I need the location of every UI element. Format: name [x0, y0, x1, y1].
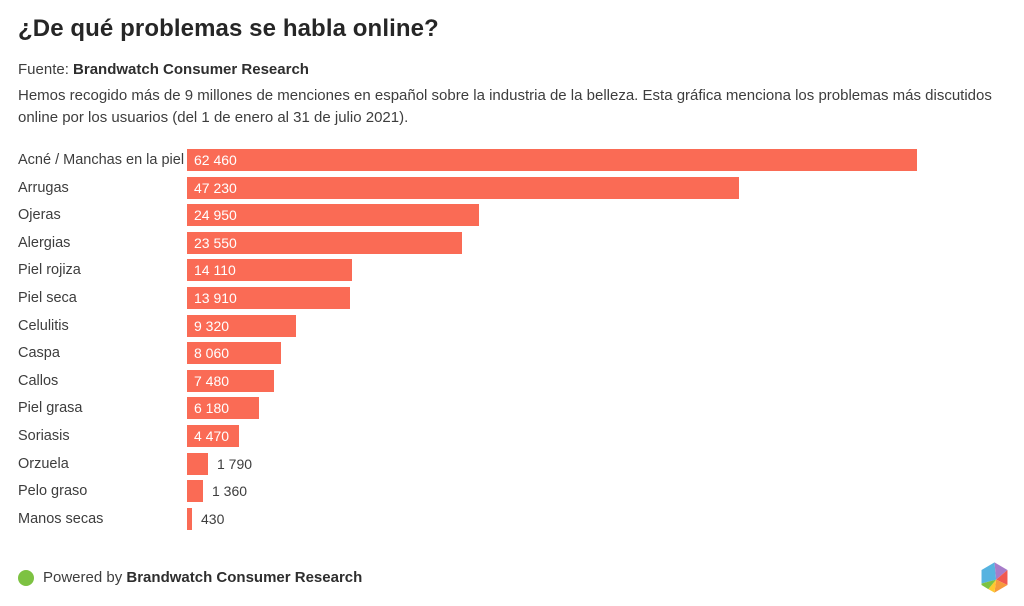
value-label: 24 950 [194, 207, 237, 224]
bar-track: 13 910 [187, 286, 1006, 309]
bar-track: 47 230 [187, 176, 1006, 199]
category-label: Piel rojiza [18, 262, 81, 279]
bar[interactable]: 47 230 [187, 176, 739, 199]
bar[interactable]: 6 180 [187, 397, 259, 420]
category-label: Orzuela [18, 455, 69, 472]
page-title: ¿De qué problemas se habla online? [18, 15, 439, 42]
chart-description: Hemos recogido más de 9 millones de menc… [18, 87, 992, 126]
bar-row: Caspa 8 060 [18, 342, 1006, 365]
bar-track: 4 470 [187, 424, 1006, 447]
bar-track: 8 060 [187, 342, 1006, 365]
source-name: Brandwatch Consumer Research [73, 61, 309, 78]
footer: Powered by Brandwatch Consumer Research [18, 562, 1008, 593]
value-label: 1 790 [217, 455, 253, 472]
bar-row: Alergias 23 550 [18, 231, 1006, 254]
bar-track: 14 110 [187, 259, 1006, 282]
value-label: 6 180 [194, 400, 230, 417]
category-label: Ojeras [18, 207, 61, 224]
bar-track: 23 550 [187, 231, 1006, 254]
source-prefix: Fuente: [18, 61, 69, 78]
value-label: 8 060 [194, 345, 230, 362]
bar-row: Manos secas 430 [18, 507, 1006, 530]
value-label: 4 470 [194, 427, 230, 444]
bar-track: 1 790 [187, 452, 1006, 475]
bar-track: 430 [187, 507, 1006, 530]
value-label: 1 360 [212, 483, 248, 500]
bar-row: Piel seca 13 910 [18, 286, 1006, 309]
bar-track: 7 480 [187, 369, 1006, 392]
category-label: Callos [18, 372, 59, 389]
value-label: 9 320 [194, 317, 230, 334]
bar[interactable]: 8 060 [187, 342, 281, 365]
bar-chart: Acné / Manchas en la piel 62 460 Arrugas 47… [18, 149, 1006, 530]
bar[interactable]: 4 470 [187, 424, 239, 447]
bar[interactable]: 14 110 [187, 259, 352, 282]
value-label: 62 460 [194, 152, 237, 168]
bar-row: Acné / Manchas en la piel 62 460 [18, 149, 1006, 171]
bar-row: Piel grasa 6 180 [18, 397, 1006, 420]
bar-row: Ojeras 24 950 [18, 204, 1006, 227]
source-line: Fuente: Brandwatch Consumer Research [18, 61, 1006, 78]
powered-by-prefix: Powered by [43, 569, 123, 586]
bar[interactable]: 13 910 [187, 286, 350, 309]
category-label: Arrugas [18, 179, 69, 196]
bar[interactable] [187, 452, 208, 475]
category-label: Celulitis [18, 317, 69, 334]
bar-row: Piel rojiza 14 110 [18, 259, 1006, 282]
bar-track: 24 950 [187, 204, 1006, 227]
green-dot-icon [18, 569, 34, 586]
category-label: Pelo graso [18, 483, 88, 500]
value-label: 7 480 [194, 372, 230, 389]
bar-row: Orzuela 1 790 [18, 452, 1006, 475]
category-label: Piel seca [18, 289, 77, 306]
category-label: Soriasis [18, 427, 70, 444]
value-label: 13 910 [194, 289, 237, 306]
powered-by: Powered by Brandwatch Consumer Research [18, 569, 362, 586]
value-label: 23 550 [194, 234, 237, 251]
bar-track: 1 360 [187, 480, 1006, 503]
bar[interactable]: 62 460 [187, 149, 917, 171]
bar-track: 62 460 [187, 149, 1006, 171]
bar[interactable] [187, 507, 192, 530]
powered-by-name: Brandwatch Consumer Research [126, 569, 363, 586]
bar-row: Arrugas 47 230 [18, 176, 1006, 199]
bar[interactable]: 7 480 [187, 369, 274, 392]
bar[interactable]: 23 550 [187, 231, 462, 254]
category-label: Acné / Manchas en la piel [18, 152, 185, 168]
bar-row: Callos 7 480 [18, 369, 1006, 392]
category-label: Alergias [18, 234, 71, 251]
bar[interactable]: 24 950 [187, 204, 479, 227]
bar-row: Soriasis 4 470 [18, 424, 1006, 447]
bar-row: Pelo graso 1 360 [18, 480, 1006, 503]
brandwatch-logo-icon [981, 562, 1008, 593]
bar[interactable] [187, 480, 203, 503]
bar-track: 6 180 [187, 397, 1006, 420]
value-label: 14 110 [194, 262, 236, 279]
value-label: 430 [201, 510, 225, 527]
category-label: Caspa [18, 345, 60, 362]
bar[interactable]: 9 320 [187, 314, 296, 337]
category-label: Piel grasa [18, 400, 83, 417]
bar-row: Celulitis 9 320 [18, 314, 1006, 337]
bar-track: 9 320 [187, 314, 1006, 337]
value-label: 47 230 [194, 179, 237, 196]
category-label: Manos secas [18, 510, 104, 527]
